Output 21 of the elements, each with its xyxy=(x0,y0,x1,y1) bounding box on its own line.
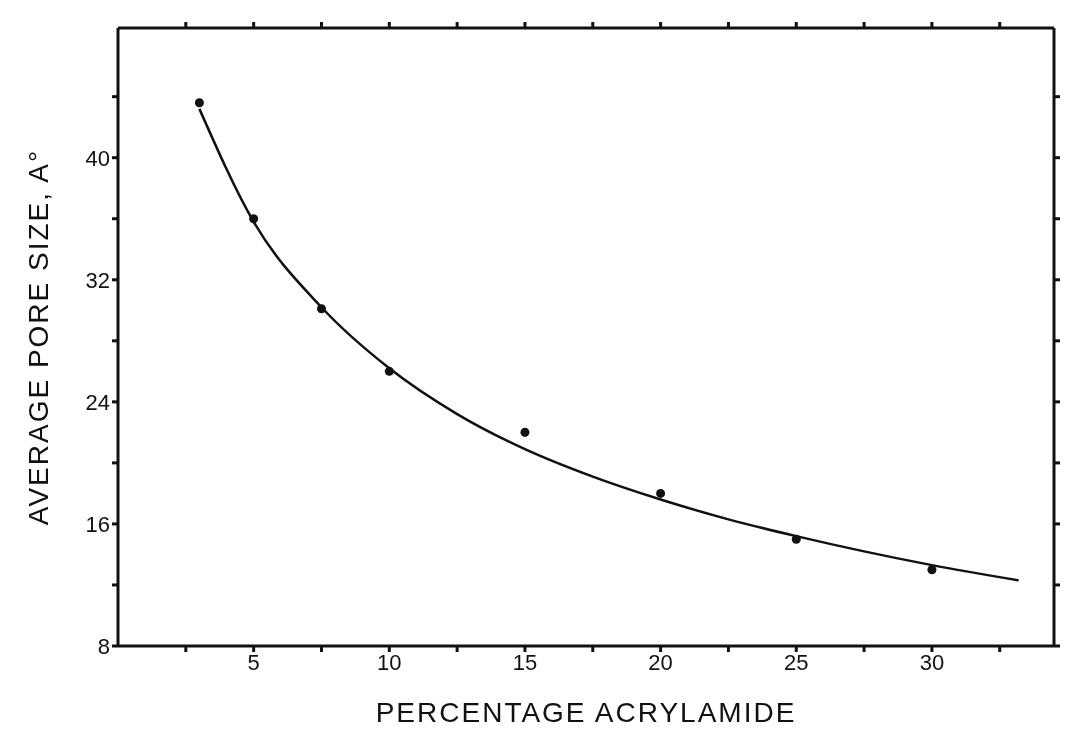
y-tick-label: 32 xyxy=(85,267,110,293)
x-tick-label: 20 xyxy=(648,649,673,675)
point xyxy=(316,304,326,314)
point xyxy=(249,214,259,224)
y-tick-label: 40 xyxy=(85,145,110,171)
x-tick-label: 15 xyxy=(512,649,538,675)
point xyxy=(520,427,530,437)
x-axis-title: PERCENTAGE ACRYLAMIDE xyxy=(375,697,797,728)
point xyxy=(656,488,666,498)
point xyxy=(927,565,937,575)
y-tick-label: 24 xyxy=(85,389,110,415)
point xyxy=(791,534,801,544)
x-tick-label: 5 xyxy=(247,649,260,675)
y-axis-title: AVERAGE PORE SIZE, A° xyxy=(22,148,54,526)
y-tick-label: 16 xyxy=(85,511,110,537)
point xyxy=(194,98,204,108)
x-tick-label: 10 xyxy=(377,649,402,675)
y-tick-label: 8 xyxy=(97,633,110,659)
point xyxy=(384,366,394,376)
x-tick-label: 25 xyxy=(784,649,809,675)
x-tick-label: 30 xyxy=(919,649,945,675)
